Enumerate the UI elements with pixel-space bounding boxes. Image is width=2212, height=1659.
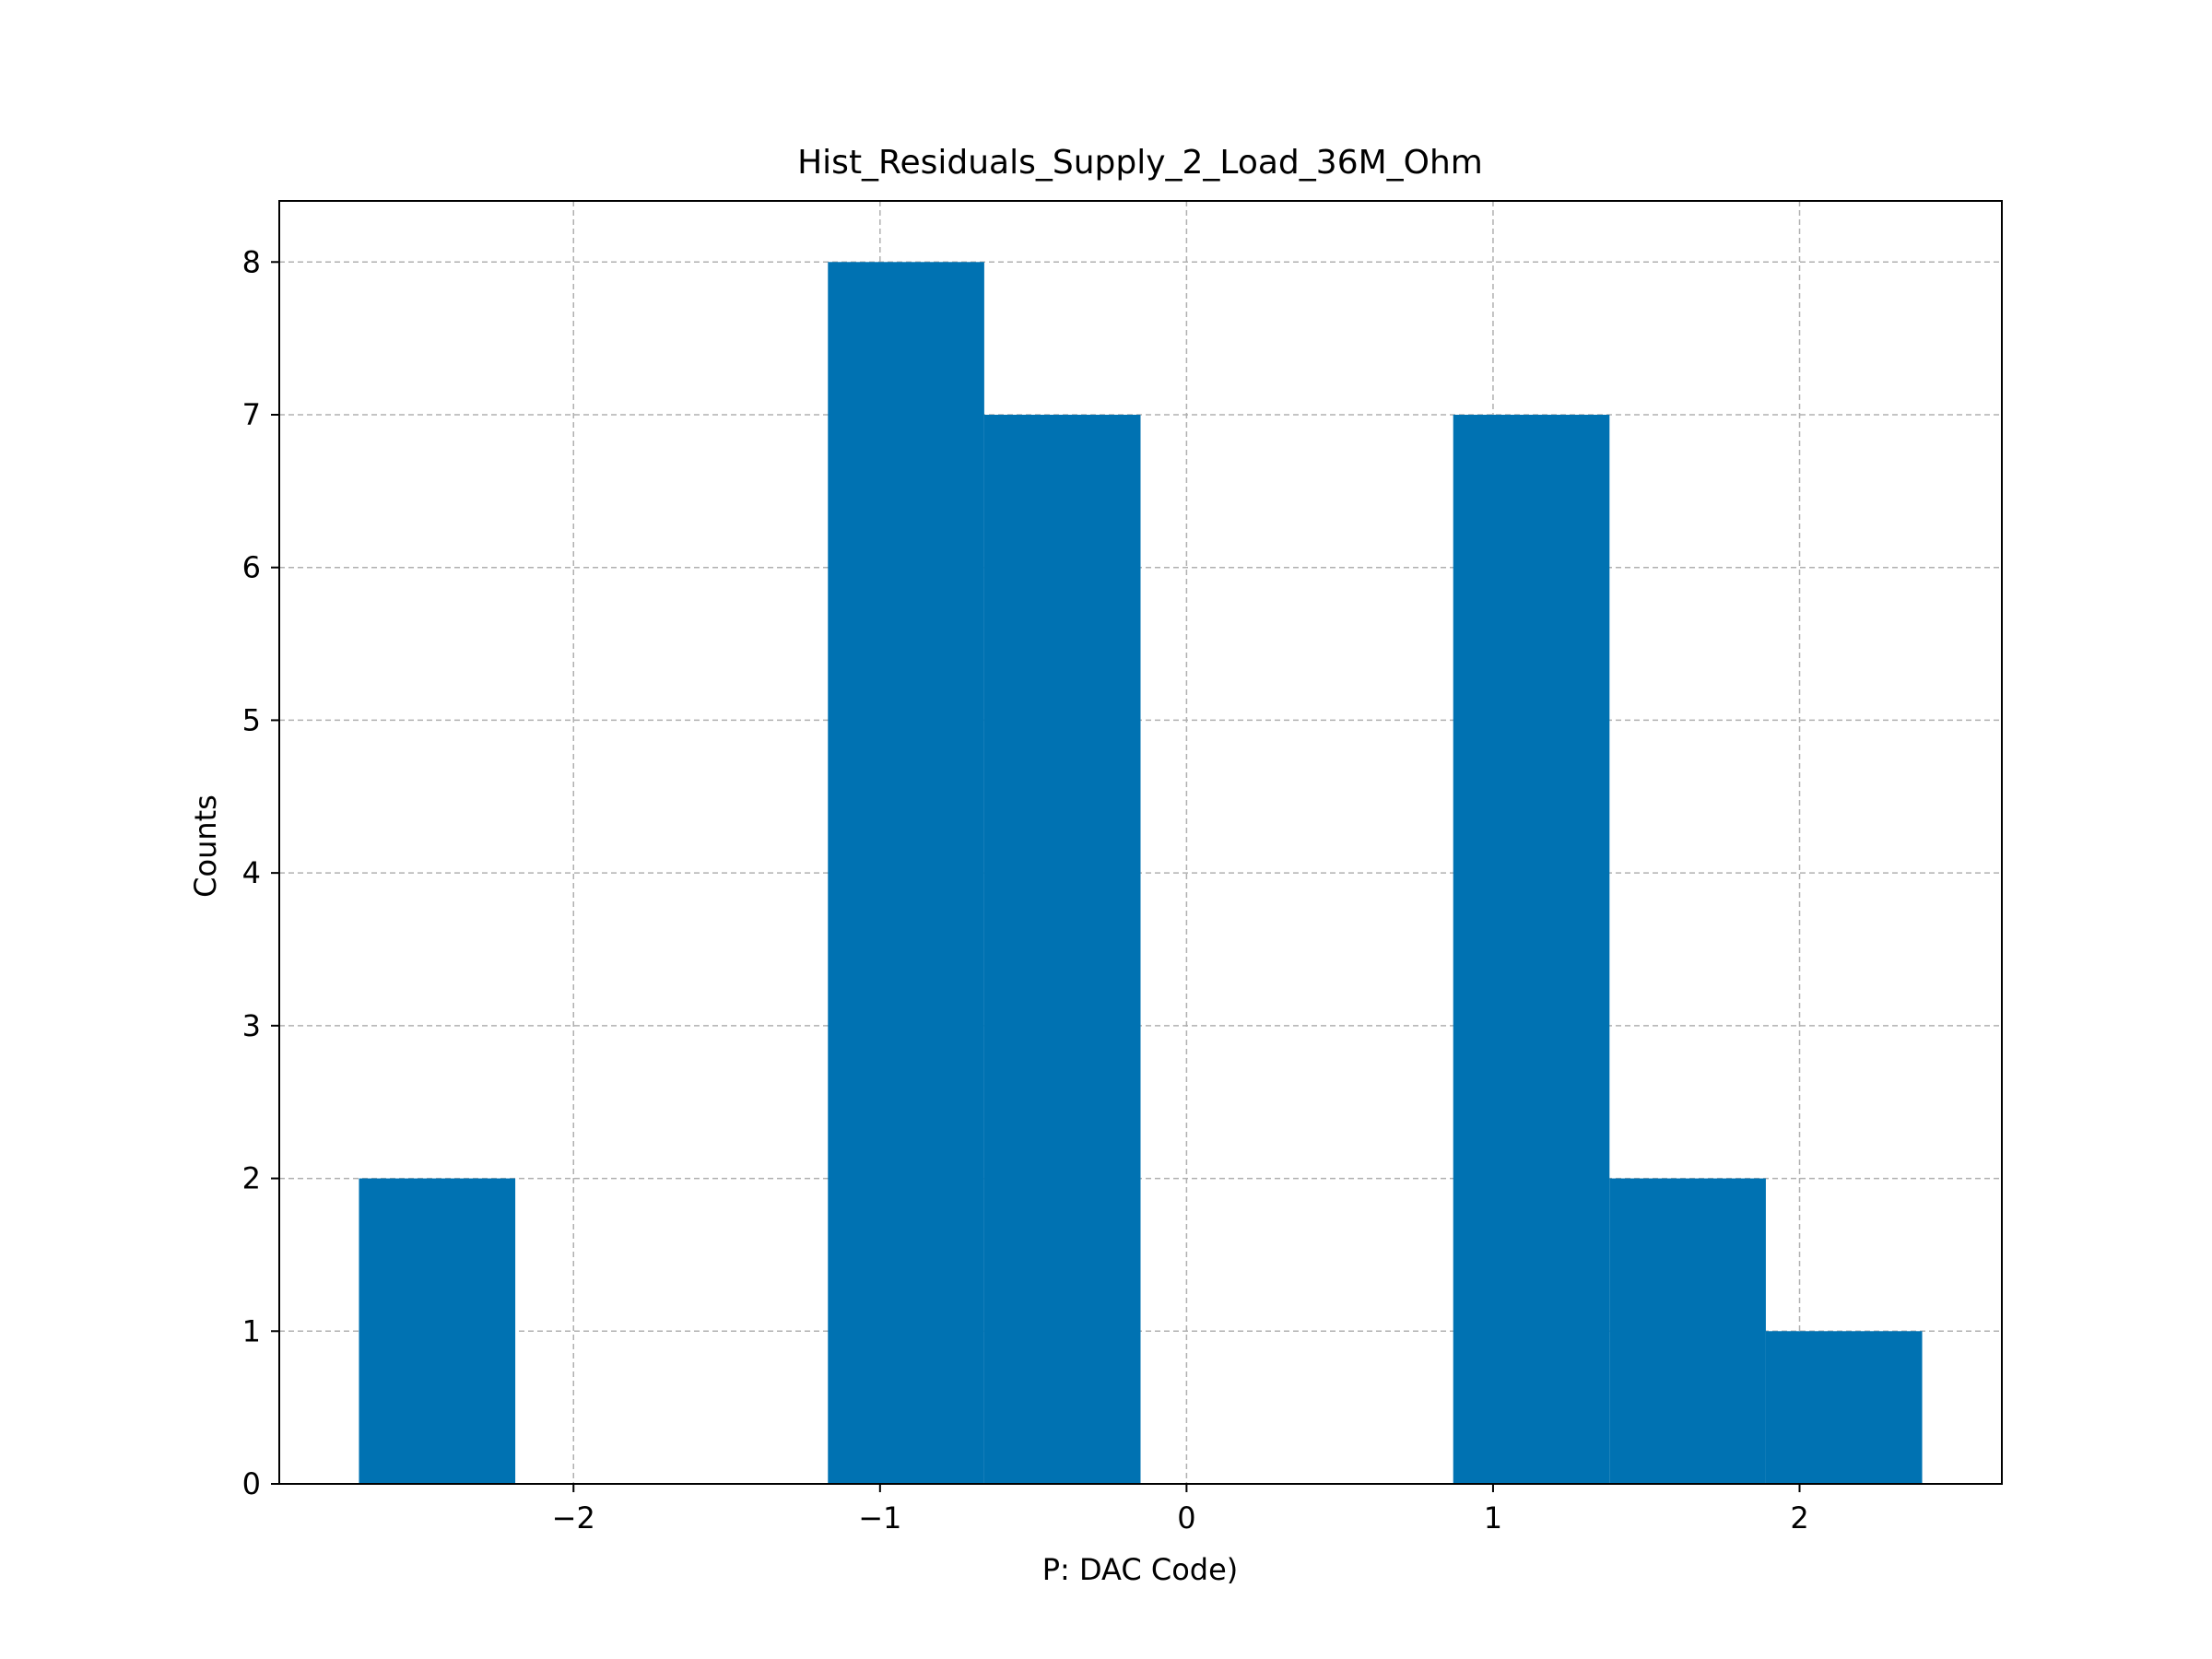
x-axis-label: P: DAC Code) xyxy=(1042,1552,1239,1587)
histogram-bar xyxy=(1609,1178,1766,1484)
y-tick-label: 7 xyxy=(242,397,261,432)
y-tick-label: 5 xyxy=(242,702,261,737)
y-tick-label: 6 xyxy=(242,550,261,585)
y-axis-label: Counts xyxy=(188,794,223,898)
y-tick-label: 1 xyxy=(242,1313,261,1348)
y-tick-label: 3 xyxy=(242,1008,261,1043)
plot-area-frame xyxy=(278,200,2003,1485)
x-axis-ticks: −2 −1 0 1 2 xyxy=(552,1484,1809,1535)
y-tick-label: 0 xyxy=(242,1466,261,1501)
x-tick-label: 0 xyxy=(1177,1500,1195,1535)
histogram-bar xyxy=(1765,1331,1923,1484)
y-axis-ticks: 0 1 2 3 4 5 6 7 8 xyxy=(242,244,279,1501)
histogram-bar xyxy=(359,1178,516,1484)
y-tick-label: 4 xyxy=(242,855,261,890)
y-tick-label: 2 xyxy=(242,1161,261,1196)
histogram-bars xyxy=(359,262,1923,1485)
y-tick-label: 8 xyxy=(242,244,261,279)
histogram-bar xyxy=(828,262,984,1485)
x-tick-label: 2 xyxy=(1790,1500,1808,1535)
x-tick-label: 1 xyxy=(1484,1500,1502,1535)
x-tick-label: −2 xyxy=(552,1500,595,1535)
histogram-bar xyxy=(1453,415,1610,1484)
chart-title: Hist_Residuals_Supply_2_Load_36M_Ohm xyxy=(797,144,1483,182)
histogram-bar xyxy=(983,415,1141,1484)
x-tick-label: −1 xyxy=(858,1500,901,1535)
